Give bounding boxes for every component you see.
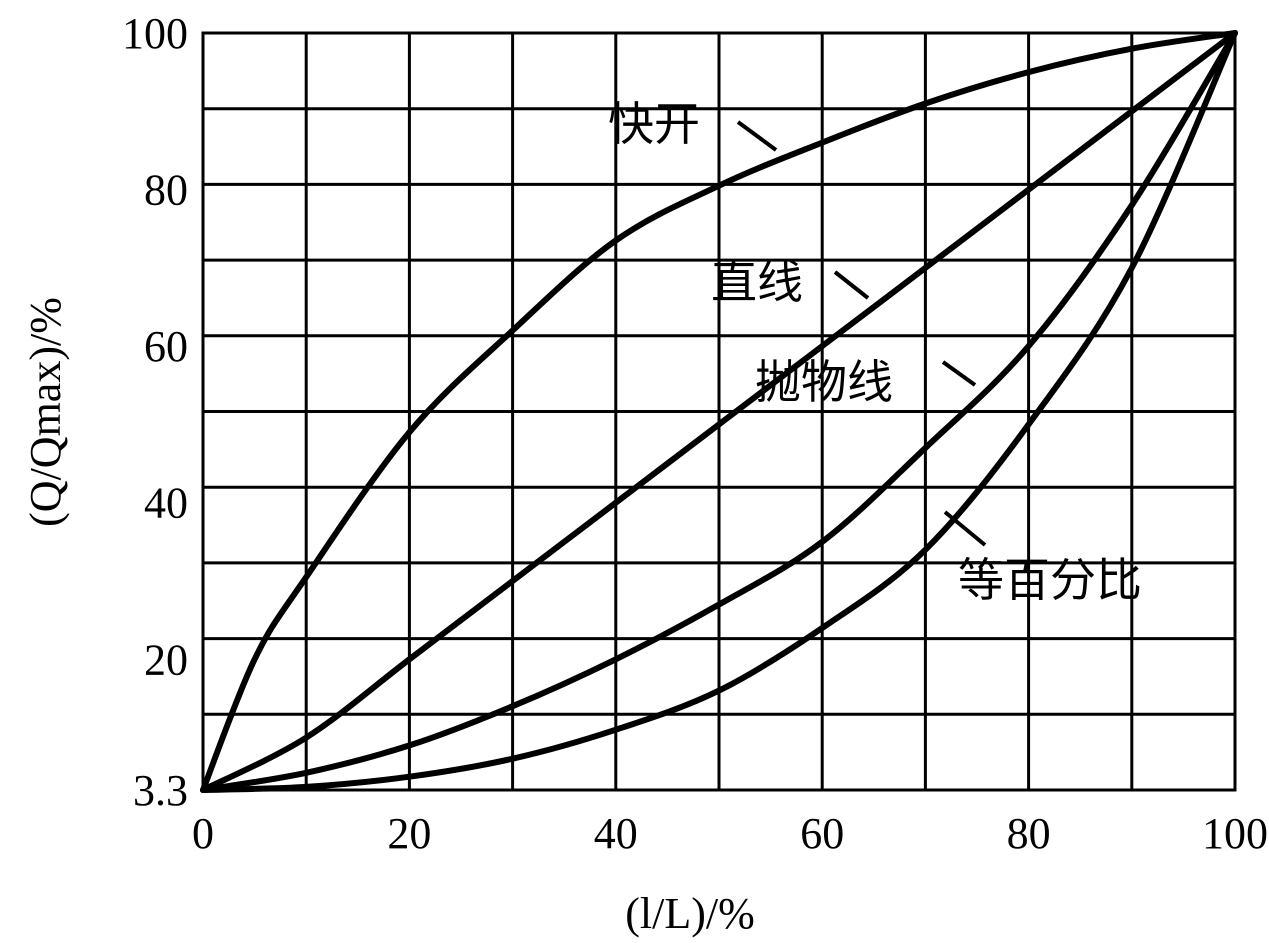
- leader-line: [941, 360, 977, 387]
- x-tick-label: 60: [800, 809, 844, 858]
- x-tick-label: 80: [1007, 809, 1051, 858]
- curve-quick-open: [200, 30, 1238, 793]
- y-tick-label: 40: [144, 479, 188, 528]
- curve-equal-percentage: [200, 30, 1238, 793]
- x-axis-title: (l/L)/%: [625, 889, 755, 938]
- x-tick-labels: 0 20 40 60 80 100: [192, 809, 1268, 858]
- leader-line: [736, 120, 778, 152]
- x-tick-label: 100: [1202, 809, 1268, 858]
- x-tick-label: 40: [594, 809, 638, 858]
- label-parabolic: 抛物线: [755, 355, 893, 409]
- label-equal-percentage: 等百分比: [958, 553, 1142, 607]
- y-axis-title: (Q/Qmax)/%: [21, 297, 70, 527]
- leader-line: [943, 510, 987, 547]
- y-tick-label: 80: [144, 166, 188, 215]
- curves: [200, 30, 1238, 793]
- label-quick-open: 快开: [608, 97, 700, 151]
- y-tick-label: 3.3: [133, 766, 188, 815]
- curve-parabolic: [200, 30, 1238, 793]
- plot-frame: [201, 31, 1237, 792]
- label-linear: 直线: [711, 255, 803, 309]
- y-tick-label: 100: [122, 9, 188, 58]
- y-tick-label: 60: [144, 322, 188, 371]
- leader-lines: [736, 120, 987, 547]
- x-tick-label: 0: [192, 809, 214, 858]
- grid: [201, 31, 1237, 792]
- y-tick-labels: 3.3 20 40 60 80 100: [122, 9, 188, 815]
- x-tick-label: 20: [387, 809, 431, 858]
- curve-linear: [200, 30, 1238, 793]
- y-tick-label: 20: [144, 635, 188, 684]
- leader-line: [833, 270, 870, 300]
